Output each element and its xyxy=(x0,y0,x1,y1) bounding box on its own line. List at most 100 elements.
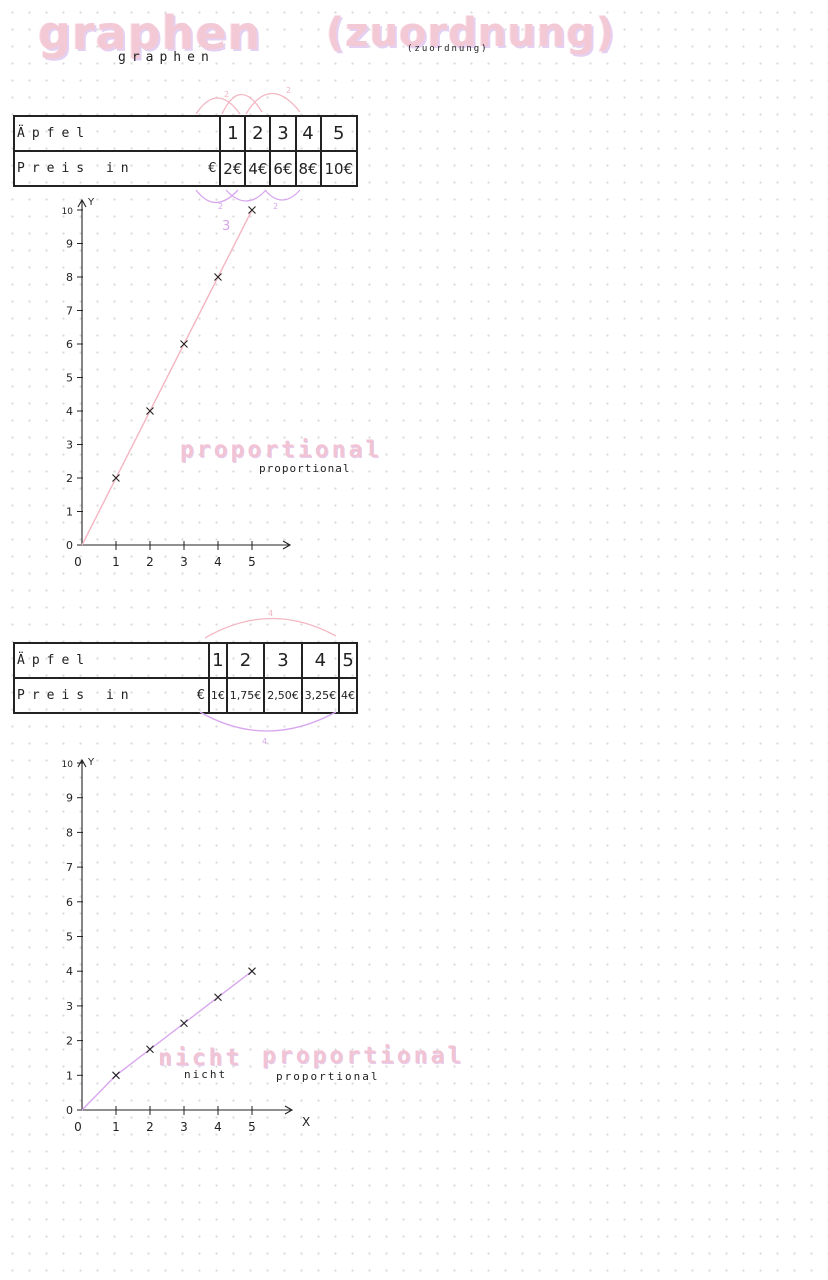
x-tick-label: 2 xyxy=(146,1120,154,1134)
y-tick-label: 6 xyxy=(66,338,73,351)
table-cell-price: 2€ xyxy=(219,150,247,187)
table-cell-apple: 3 xyxy=(269,115,297,152)
table-cell-price: 1€ xyxy=(207,677,228,714)
table-cell-apple: 3 xyxy=(263,642,303,679)
arc-label: 3 xyxy=(222,219,230,234)
data-point xyxy=(248,206,256,214)
arc-label: 2 xyxy=(286,86,291,95)
y-tick-label: 5 xyxy=(66,372,73,385)
table-cell-price: 8€ xyxy=(294,150,322,187)
label-proportional-art-2: proportional xyxy=(262,1043,465,1069)
x-tick-label: 3 xyxy=(180,1120,188,1134)
table-cell-apple: 4 xyxy=(300,642,341,679)
arc-label: 2 xyxy=(273,202,278,211)
y-tick-label: 2 xyxy=(66,472,73,485)
y-tick-label: 4 xyxy=(66,405,73,418)
y-tick-label: 3 xyxy=(66,1000,73,1013)
arc-label: 2 xyxy=(218,202,223,211)
y-tick-label: 3 xyxy=(66,439,73,452)
data-point xyxy=(214,993,222,1002)
table-row-prices: Preis in € 1€ 1,75€ 2,50€ 3,25€ 4€ xyxy=(13,677,358,714)
row-label-apples: Äpfel xyxy=(13,642,209,679)
x-axis-arrow xyxy=(282,540,292,550)
y-tick-label: 0 xyxy=(66,539,73,552)
y-axis-label: Y xyxy=(87,197,95,208)
label-nicht: nicht xyxy=(184,1068,228,1081)
y-tick-label: 0 xyxy=(66,1104,73,1117)
y-tick-label: 9 xyxy=(66,238,73,251)
arc-top-3 xyxy=(245,92,301,115)
data-point xyxy=(180,1019,188,1028)
label-zuordnung: (zuordnung) xyxy=(407,44,489,54)
table-cell-apple: 2 xyxy=(244,115,272,152)
table-cell-price: 6€ xyxy=(269,150,297,187)
y-tick-label: 7 xyxy=(66,861,73,874)
table-cell-price: 3,25€ xyxy=(300,677,341,714)
label-proportional-2: proportional xyxy=(276,1070,380,1083)
y-tick-label: 8 xyxy=(66,826,73,839)
table-cell-apple: 5 xyxy=(338,642,358,679)
y-axis-arrow xyxy=(77,198,87,208)
table-cell-apple: 4 xyxy=(294,115,322,152)
arc-bottom-long xyxy=(199,711,337,732)
y-tick-label: 1 xyxy=(66,506,73,519)
table-cell-price: 10€ xyxy=(319,150,359,187)
arc-top-1 xyxy=(195,97,241,115)
label-proportional: proportional xyxy=(259,462,351,475)
x-tick-label: 2 xyxy=(146,555,154,569)
row-label-apples: Äpfel xyxy=(12,115,221,152)
y-tick-label: 10 xyxy=(62,760,74,770)
y-tick-label: 5 xyxy=(66,931,73,944)
y-tick-label: 6 xyxy=(66,896,73,909)
table-cell-price: 1,75€ xyxy=(225,677,266,714)
row-label-price: Preis in xyxy=(12,150,206,187)
x-tick-label: 5 xyxy=(248,1120,256,1134)
row-label-unit: € xyxy=(193,677,210,714)
value-table-1: Äpfel 1 2 3 4 5 Preis in € 2€ 4€ 6€ 8€ 1… xyxy=(12,115,359,187)
y-tick-label: 4 xyxy=(66,965,73,978)
data-point xyxy=(146,407,154,415)
x-tick-label: 0 xyxy=(74,1120,82,1134)
data-point xyxy=(146,1045,154,1054)
table-cell-price: 2,50€ xyxy=(263,677,303,714)
x-tick-label: 5 xyxy=(248,555,256,569)
data-point xyxy=(112,1071,120,1080)
x-tick-label: 0 xyxy=(74,555,82,569)
data-point xyxy=(112,474,120,482)
x-tick-label: 1 xyxy=(112,1120,120,1134)
title-zuordnung: (zuordnung) xyxy=(326,10,616,56)
x-tick-label: 4 xyxy=(214,1120,222,1134)
arc-top-2 xyxy=(221,93,263,115)
row-label-price: Preis in xyxy=(13,677,194,714)
table-row-prices: Preis in € 2€ 4€ 6€ 8€ 10€ xyxy=(12,150,359,187)
data-point xyxy=(180,340,188,348)
arc-bottom-2 xyxy=(225,189,267,202)
arc-label: 4 xyxy=(262,737,267,746)
data-point xyxy=(248,967,256,976)
table-cell-price: 4€ xyxy=(338,677,358,714)
label-nicht-art: nicht xyxy=(158,1045,243,1071)
series-line xyxy=(81,970,253,1111)
x-tick-label: 4 xyxy=(214,555,222,569)
y-axis-arrow xyxy=(77,758,87,768)
table-row-apples: Äpfel 1 2 3 4 5 xyxy=(12,115,359,152)
arc-bottom-3 xyxy=(264,189,301,201)
row-label-unit: € xyxy=(205,150,222,187)
y-tick-label: 1 xyxy=(66,1069,73,1082)
arc-label: 2 xyxy=(224,90,229,99)
table-cell-apple: 1 xyxy=(219,115,247,152)
y-tick-label: 2 xyxy=(66,1035,73,1048)
series-line xyxy=(81,209,253,546)
y-tick-label: 8 xyxy=(66,271,73,284)
data-point xyxy=(214,273,222,281)
y-tick-label: 10 xyxy=(62,207,74,217)
title-graphen: graphen xyxy=(38,6,262,60)
label-graphen: graphen xyxy=(118,50,215,65)
arc-label: 4 xyxy=(268,609,273,618)
y-tick-label: 7 xyxy=(66,305,73,318)
y-axis-label: Y xyxy=(87,757,95,768)
x-tick-label: 1 xyxy=(112,555,120,569)
arc-bottom-1 xyxy=(195,189,239,204)
